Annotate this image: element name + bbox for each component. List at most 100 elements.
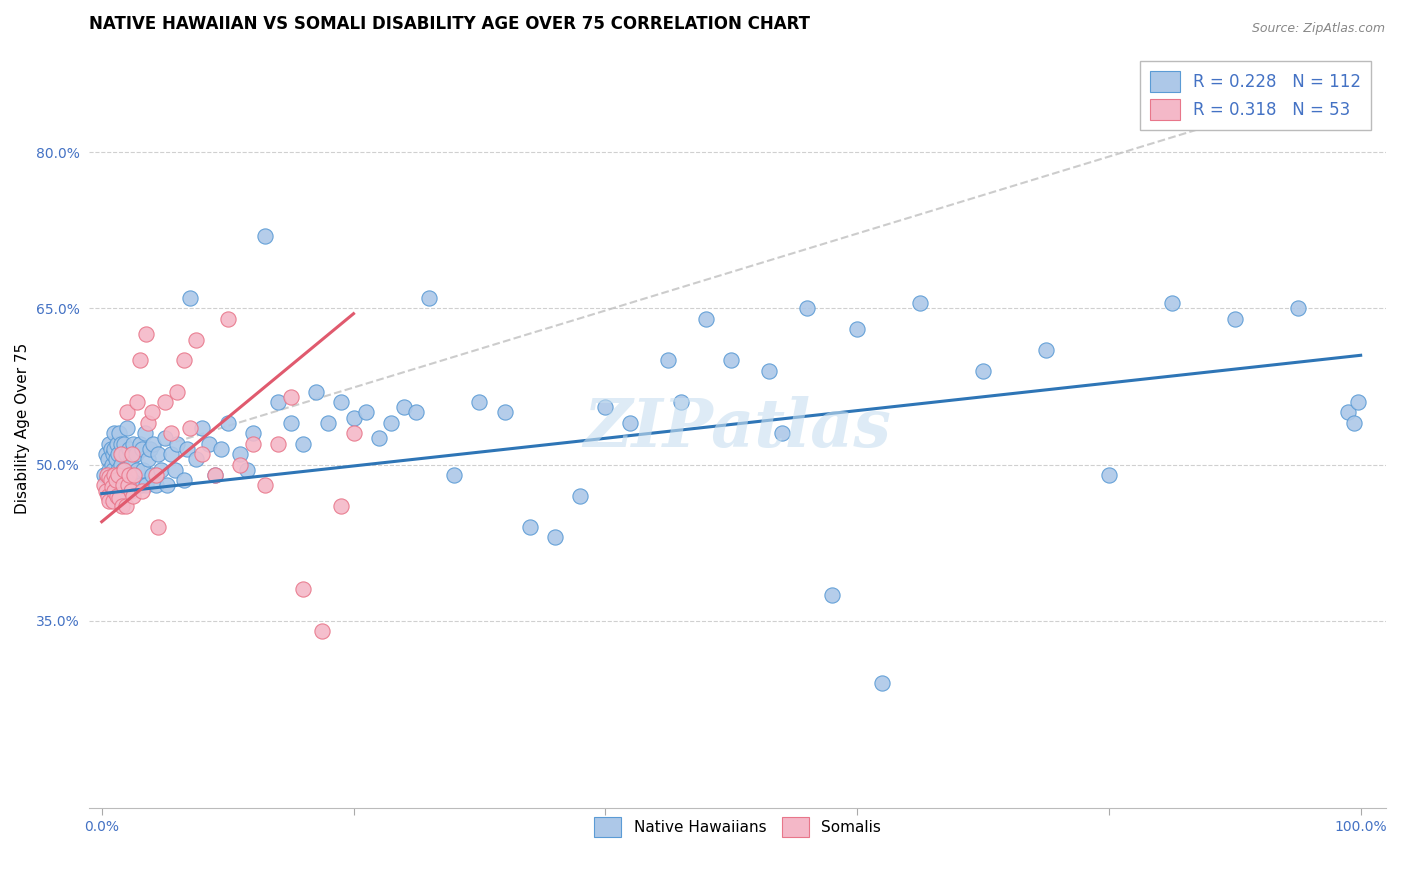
Point (117, 467, 139, 482)
Point (1160, 296, 1182, 310)
Point (100, 442, 122, 456)
Point (98, 436, 121, 450)
Point (305, 384, 328, 399)
Point (619, 416, 641, 430)
Point (235, 463, 257, 477)
Point (134, 426, 156, 441)
Point (110, 458, 132, 472)
Point (758, 364, 780, 378)
Point (136, 416, 159, 430)
Point (107, 467, 129, 482)
Point (1347, 395, 1369, 409)
Point (242, 436, 264, 450)
Point (112, 463, 135, 477)
Legend: Native Hawaiians, Somalis: Native Hawaiians, Somalis (585, 807, 890, 846)
Point (122, 436, 145, 450)
Point (405, 405, 427, 419)
Point (179, 291, 201, 305)
Point (114, 499, 136, 513)
Point (186, 452, 208, 467)
Point (821, 588, 844, 602)
Point (98, 494, 121, 508)
Point (519, 520, 541, 534)
Point (136, 452, 159, 467)
Point (101, 463, 124, 477)
Point (149, 463, 172, 477)
Point (311, 624, 333, 638)
Point (280, 390, 302, 404)
Point (98, 463, 121, 477)
Point (1343, 416, 1365, 430)
Point (148, 520, 170, 534)
Point (93, 478, 115, 492)
Point (118, 467, 141, 482)
Point (101, 458, 124, 472)
Point (112, 436, 135, 450)
Point (191, 421, 214, 435)
Point (280, 416, 302, 430)
Point (1337, 405, 1360, 419)
Point (380, 416, 402, 430)
Point (122, 489, 145, 503)
Point (101, 447, 124, 461)
Point (105, 489, 128, 503)
Point (153, 432, 176, 446)
Point (145, 467, 167, 482)
Point (103, 426, 125, 441)
Point (342, 410, 364, 425)
Point (121, 447, 143, 461)
Point (141, 405, 163, 419)
Point (179, 421, 201, 435)
Point (101, 480, 124, 494)
Text: ZIPatlas: ZIPatlas (583, 395, 891, 460)
Point (93, 467, 115, 482)
Point (796, 301, 818, 316)
Point (367, 432, 389, 446)
Point (217, 311, 239, 326)
Point (100, 473, 122, 487)
Point (97, 489, 120, 503)
Point (267, 436, 290, 450)
Point (115, 421, 138, 435)
Y-axis label: Disability Age Over 75: Disability Age Over 75 (15, 343, 30, 514)
Text: Source: ZipAtlas.com: Source: ZipAtlas.com (1251, 22, 1385, 36)
Point (138, 442, 160, 456)
Point (1098, 467, 1121, 482)
Point (229, 447, 252, 461)
Point (166, 384, 188, 399)
Point (204, 467, 226, 482)
Point (292, 436, 315, 450)
Point (121, 467, 143, 482)
Point (392, 401, 415, 415)
Point (846, 322, 869, 336)
Point (111, 499, 134, 513)
Point (112, 463, 135, 477)
Point (103, 467, 125, 482)
Point (329, 499, 352, 513)
Point (105, 473, 128, 487)
Point (135, 327, 157, 342)
Point (354, 405, 377, 419)
Point (229, 458, 252, 472)
Point (103, 483, 125, 498)
Point (695, 311, 717, 326)
Point (131, 442, 153, 456)
Point (131, 483, 153, 498)
Point (110, 436, 132, 450)
Point (197, 436, 219, 450)
Point (544, 530, 567, 544)
Point (217, 416, 239, 430)
Point (254, 228, 277, 243)
Point (129, 478, 152, 492)
Point (908, 296, 931, 310)
Point (267, 395, 290, 409)
Point (242, 426, 264, 441)
Point (166, 436, 188, 450)
Point (108, 491, 131, 505)
Point (872, 676, 894, 690)
Point (124, 478, 146, 492)
Point (153, 395, 176, 409)
Point (657, 353, 679, 368)
Point (118, 442, 141, 456)
Text: NATIVE HAWAIIAN VS SOMALI DISABILITY AGE OVER 75 CORRELATION CHART: NATIVE HAWAIIAN VS SOMALI DISABILITY AGE… (89, 15, 810, 33)
